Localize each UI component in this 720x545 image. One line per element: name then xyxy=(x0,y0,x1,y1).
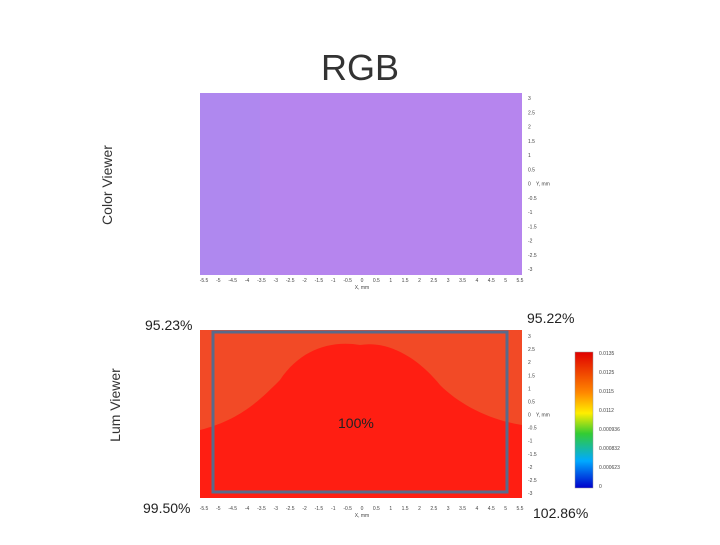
colorbar-tick-label: 0.000832 xyxy=(599,446,620,452)
y-tick-label: 2 xyxy=(528,125,531,131)
x-tick-label: -3 xyxy=(274,506,279,512)
x-tick-label: 2.5 xyxy=(430,506,437,512)
x-tick-label: -1.5 xyxy=(315,506,324,512)
y-tick-label: -0.5 xyxy=(528,196,537,202)
x-tick-label: -3.5 xyxy=(257,278,266,284)
lum-hot-region xyxy=(200,343,522,498)
y-tick-label: -2 xyxy=(528,465,533,471)
x-tick-label: 5 xyxy=(504,278,507,284)
x-tick-label: -2.5 xyxy=(286,506,295,512)
x-tick-label: -2 xyxy=(302,278,307,284)
x-tick-label: 1 xyxy=(389,506,392,512)
x-tick-label: 0 xyxy=(361,506,364,512)
x-tick-label: -5 xyxy=(216,278,221,284)
x-tick-label: 4.5 xyxy=(488,506,495,512)
bottom-right-value: 102.86% xyxy=(533,505,588,521)
x-tick-label: 1 xyxy=(389,278,392,284)
x-tick-label: -4 xyxy=(245,278,250,284)
colorbar-tick-label: 0.0112 xyxy=(599,408,614,414)
y-tick-label: -1 xyxy=(528,439,533,445)
x-tick-label: -2.5 xyxy=(286,278,295,284)
x-tick-label: -5 xyxy=(216,506,221,512)
colorbar-tick-label: 0.000623 xyxy=(599,465,620,471)
bottom-left-value: 99.50% xyxy=(143,500,190,516)
y-tick-label: 0.5 xyxy=(528,399,535,405)
x-tick-label: -1.5 xyxy=(315,278,324,284)
x-tick-label: -4.5 xyxy=(228,506,237,512)
x-tick-label: 4 xyxy=(476,278,479,284)
x-tick-label: -3 xyxy=(274,278,279,284)
y-tick-label: 0 xyxy=(528,182,531,188)
y-tick-label: -3 xyxy=(528,267,533,273)
lum-viewer-label: Lum Viewer xyxy=(107,368,123,442)
x-tick-label: 4.5 xyxy=(488,278,495,284)
y-tick-label: -1.5 xyxy=(528,224,537,230)
x-tick-label: 5 xyxy=(504,506,507,512)
x-tick-label: -0.5 xyxy=(343,278,352,284)
x-tick-label: 2 xyxy=(418,278,421,284)
x-tick-label: 3 xyxy=(447,278,450,284)
top-left-value: 95.23% xyxy=(145,317,192,333)
x-tick-label: -4 xyxy=(245,506,250,512)
x-axis-label: X, mm xyxy=(355,285,369,291)
colorbar-tick-label: 0.0125 xyxy=(599,370,615,376)
x-tick-label: -1 xyxy=(331,278,336,284)
x-tick-label: 4 xyxy=(476,506,479,512)
x-tick-label: 3.5 xyxy=(459,506,466,512)
color-viewer-label: Color Viewer xyxy=(99,145,115,225)
x-tick-label: 3 xyxy=(447,506,450,512)
y-tick-label: 2 xyxy=(528,360,531,366)
colorbar-tick-label: 0.0115 xyxy=(599,389,614,395)
x-tick-label: -1 xyxy=(331,506,336,512)
x-tick-label: -0.5 xyxy=(343,506,352,512)
y-tick-label: 2.5 xyxy=(528,110,535,116)
y-tick-label: 1 xyxy=(528,153,531,159)
measure-box xyxy=(211,330,509,494)
x-tick-label: -5.5 xyxy=(200,506,209,512)
y-tick-label: -2.5 xyxy=(528,478,537,484)
x-tick-label: 5.5 xyxy=(517,506,524,512)
x-tick-label: 0.5 xyxy=(373,506,380,512)
x-axis-label: X, mm xyxy=(355,513,369,519)
y-tick-label: 1 xyxy=(528,386,531,392)
y-axis-label: Y, mm xyxy=(536,182,550,188)
colorbar xyxy=(574,351,594,489)
colorbar-tick-label: 0 xyxy=(599,484,602,490)
y-tick-label: -2 xyxy=(528,239,533,245)
top-right-value: 95.22% xyxy=(527,310,574,326)
y-tick-label: 2.5 xyxy=(528,347,535,353)
y-tick-label: 0.5 xyxy=(528,167,535,173)
colorbar-tick-label: 0.0135 xyxy=(599,351,615,357)
x-tick-label: 3.5 xyxy=(459,278,466,284)
y-tick-label: -1 xyxy=(528,210,533,216)
center-value: 100% xyxy=(338,415,374,431)
x-tick-label: 0 xyxy=(361,278,364,284)
y-tick-label: -2.5 xyxy=(528,253,537,259)
x-tick-label: 1.5 xyxy=(402,278,409,284)
x-tick-label: -3.5 xyxy=(257,506,266,512)
y-tick-label: 0 xyxy=(528,413,531,419)
x-tick-label: -4.5 xyxy=(228,278,237,284)
x-tick-label: 2.5 xyxy=(430,278,437,284)
y-tick-label: -0.5 xyxy=(528,426,537,432)
x-tick-label: 5.5 xyxy=(517,278,524,284)
y-tick-label: 3 xyxy=(528,96,531,102)
colorbar-tick-label: 0.000936 xyxy=(599,427,620,433)
slide-title: RGB xyxy=(321,47,399,88)
y-tick-label: 3 xyxy=(528,334,531,340)
y-tick-label: 1.5 xyxy=(528,139,535,145)
y-axis-label: Y, mm xyxy=(536,413,550,419)
x-tick-label: 0.5 xyxy=(373,278,380,284)
x-tick-label: 2 xyxy=(418,506,421,512)
y-tick-label: 1.5 xyxy=(528,373,535,379)
color-image-shade xyxy=(200,93,260,275)
y-tick-label: -1.5 xyxy=(528,452,537,458)
x-tick-label: -2 xyxy=(302,506,307,512)
y-tick-label: -3 xyxy=(528,491,533,497)
x-tick-label: 1.5 xyxy=(402,506,409,512)
x-tick-label: -5.5 xyxy=(200,278,209,284)
